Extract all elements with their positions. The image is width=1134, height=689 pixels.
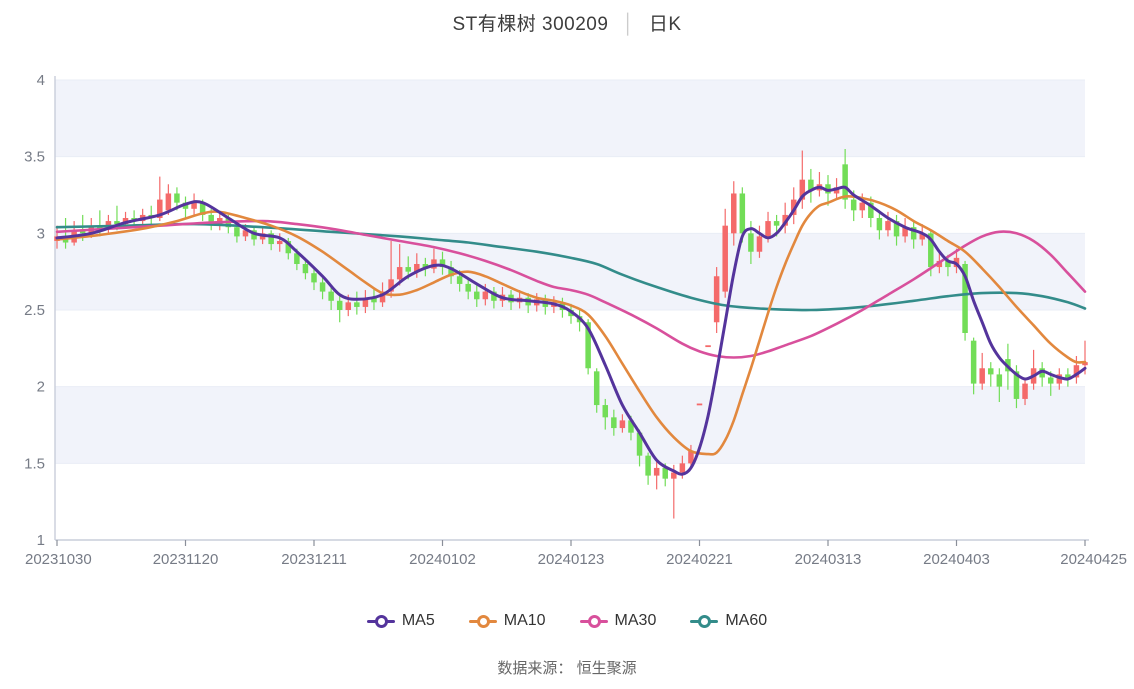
ma30-line-icon: [579, 614, 608, 628]
kline-period-label: 日K: [648, 14, 682, 35]
svg-text:20240425: 20240425: [1060, 551, 1127, 568]
svg-text:20240221: 20240221: [666, 551, 733, 568]
ma10-line-icon: [468, 614, 497, 628]
legend: MA5 MA10 MA30 MA60: [0, 609, 1134, 633]
legend-item-ma10[interactable]: MA10: [468, 612, 546, 630]
svg-text:20240403: 20240403: [923, 551, 990, 568]
svg-text:4: 4: [37, 72, 45, 89]
chart-title-text: ST有棵树 300209: [452, 14, 609, 35]
ma60-line: [55, 222, 1087, 312]
chart-title: ST有棵树 300209 │ 日K: [0, 0, 1134, 44]
ma5-line-icon: [366, 614, 395, 628]
x-axis-labels: 20231030 20231120 20231211 20240102 20240123…: [25, 540, 1127, 568]
legend-label: MA10: [503, 612, 546, 629]
data-source: 数据来源： 恒生聚源: [497, 660, 637, 677]
svg-text:2: 2: [37, 379, 45, 396]
legend-item-ma60[interactable]: MA60: [690, 612, 767, 630]
legend-item-ma5[interactable]: MA5: [366, 612, 435, 630]
svg-text:20240123: 20240123: [538, 551, 605, 568]
legend-label: MA30: [614, 612, 657, 629]
kline-chart: 20231030 20231120 20231211 20240102 20240123…: [24, 72, 1127, 568]
ma30-line: [55, 219, 1087, 359]
svg-text:1: 1: [37, 532, 45, 549]
svg-text:2.5: 2.5: [24, 302, 45, 319]
svg-text:3: 3: [37, 225, 45, 242]
svg-text:20231030: 20231030: [25, 551, 92, 568]
svg-text:3.5: 3.5: [24, 149, 45, 166]
legend-label: MA5: [401, 612, 435, 629]
legend-label: MA60: [725, 612, 768, 629]
y-axis-labels: 1 1.5 2 2.5 3 3.5 4: [24, 72, 45, 549]
svg-text:20231120: 20231120: [153, 551, 219, 568]
svg-text:20240102: 20240102: [409, 551, 476, 568]
axes: [54, 76, 1089, 541]
legend-item-ma30[interactable]: MA30: [579, 612, 657, 630]
ma5-line: [55, 185, 1087, 476]
svg-text:20231211: 20231211: [281, 551, 347, 568]
ma60-line-icon: [690, 614, 719, 628]
svg-text:1.5: 1.5: [24, 455, 45, 472]
ma10-line: [55, 195, 1087, 456]
title-separator-icon: │: [622, 14, 635, 35]
svg-text:20240313: 20240313: [795, 551, 862, 568]
